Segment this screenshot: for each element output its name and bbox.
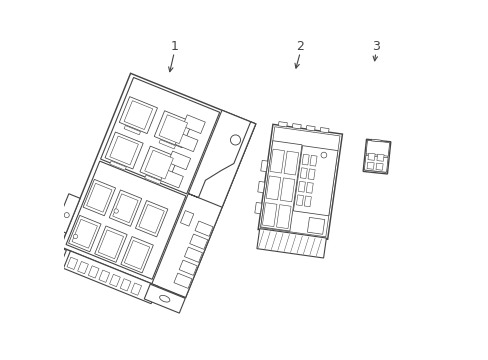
Polygon shape <box>300 168 306 179</box>
Polygon shape <box>124 126 140 135</box>
Polygon shape <box>276 205 290 229</box>
Polygon shape <box>265 176 280 200</box>
Polygon shape <box>124 240 149 269</box>
Polygon shape <box>110 136 138 165</box>
Polygon shape <box>376 154 383 161</box>
Polygon shape <box>284 151 298 175</box>
Polygon shape <box>182 115 205 134</box>
Polygon shape <box>110 161 126 170</box>
Polygon shape <box>135 201 167 237</box>
Polygon shape <box>269 149 284 173</box>
Polygon shape <box>121 237 153 273</box>
Polygon shape <box>109 274 120 287</box>
Polygon shape <box>68 215 101 252</box>
Text: 3: 3 <box>371 40 379 53</box>
Polygon shape <box>55 194 80 233</box>
Polygon shape <box>78 261 88 274</box>
Polygon shape <box>101 77 219 194</box>
Polygon shape <box>109 190 142 226</box>
Polygon shape <box>260 127 339 237</box>
Polygon shape <box>296 195 303 206</box>
Polygon shape <box>88 266 99 278</box>
Ellipse shape <box>159 295 169 302</box>
Polygon shape <box>184 247 202 262</box>
Polygon shape <box>293 146 337 216</box>
Polygon shape <box>260 160 267 172</box>
Polygon shape <box>298 181 305 192</box>
Polygon shape <box>320 127 328 133</box>
Polygon shape <box>124 101 152 130</box>
Polygon shape <box>260 141 302 231</box>
Polygon shape <box>120 279 131 291</box>
Text: 1: 1 <box>170 40 178 53</box>
Circle shape <box>64 213 69 218</box>
Polygon shape <box>307 169 315 180</box>
Polygon shape <box>98 230 123 259</box>
Circle shape <box>114 209 118 213</box>
Polygon shape <box>367 153 374 160</box>
Polygon shape <box>179 260 197 275</box>
Polygon shape <box>174 273 192 288</box>
Circle shape <box>230 135 240 145</box>
Polygon shape <box>307 217 324 234</box>
Polygon shape <box>262 203 276 226</box>
Polygon shape <box>63 251 158 304</box>
Polygon shape <box>144 150 173 179</box>
Polygon shape <box>195 221 213 236</box>
Polygon shape <box>140 146 178 183</box>
Polygon shape <box>154 111 192 148</box>
Polygon shape <box>83 179 115 216</box>
Polygon shape <box>161 169 183 188</box>
Circle shape <box>320 152 326 158</box>
Polygon shape <box>254 202 261 214</box>
Polygon shape <box>278 122 287 127</box>
Polygon shape <box>363 139 390 174</box>
Polygon shape <box>151 110 255 297</box>
Polygon shape <box>364 141 388 172</box>
Polygon shape <box>258 124 342 239</box>
Polygon shape <box>256 229 325 258</box>
Polygon shape <box>375 163 382 170</box>
Polygon shape <box>302 154 308 165</box>
Polygon shape <box>99 270 109 282</box>
Polygon shape <box>113 194 138 223</box>
Polygon shape <box>309 155 316 166</box>
Polygon shape <box>305 126 314 131</box>
Polygon shape <box>180 211 193 226</box>
Polygon shape <box>364 156 387 172</box>
Polygon shape <box>72 219 97 248</box>
Polygon shape <box>366 140 389 156</box>
Polygon shape <box>105 132 143 169</box>
Polygon shape <box>144 175 161 184</box>
Polygon shape <box>119 96 157 134</box>
Polygon shape <box>304 196 311 207</box>
Polygon shape <box>305 183 313 193</box>
Polygon shape <box>189 234 207 249</box>
Polygon shape <box>139 204 164 233</box>
Polygon shape <box>175 133 198 152</box>
Polygon shape <box>292 123 301 129</box>
Circle shape <box>73 234 78 239</box>
Polygon shape <box>257 181 264 193</box>
Polygon shape <box>131 283 142 295</box>
Polygon shape <box>61 73 255 297</box>
Polygon shape <box>159 140 175 149</box>
Polygon shape <box>86 183 112 212</box>
Polygon shape <box>159 115 187 144</box>
Polygon shape <box>67 257 78 270</box>
Polygon shape <box>168 151 190 170</box>
Polygon shape <box>66 161 185 279</box>
Polygon shape <box>370 139 380 142</box>
Polygon shape <box>188 122 255 207</box>
Text: 2: 2 <box>296 40 304 53</box>
Polygon shape <box>144 284 185 313</box>
Polygon shape <box>280 178 294 202</box>
Polygon shape <box>95 226 127 262</box>
Polygon shape <box>366 162 373 169</box>
Polygon shape <box>49 245 66 262</box>
